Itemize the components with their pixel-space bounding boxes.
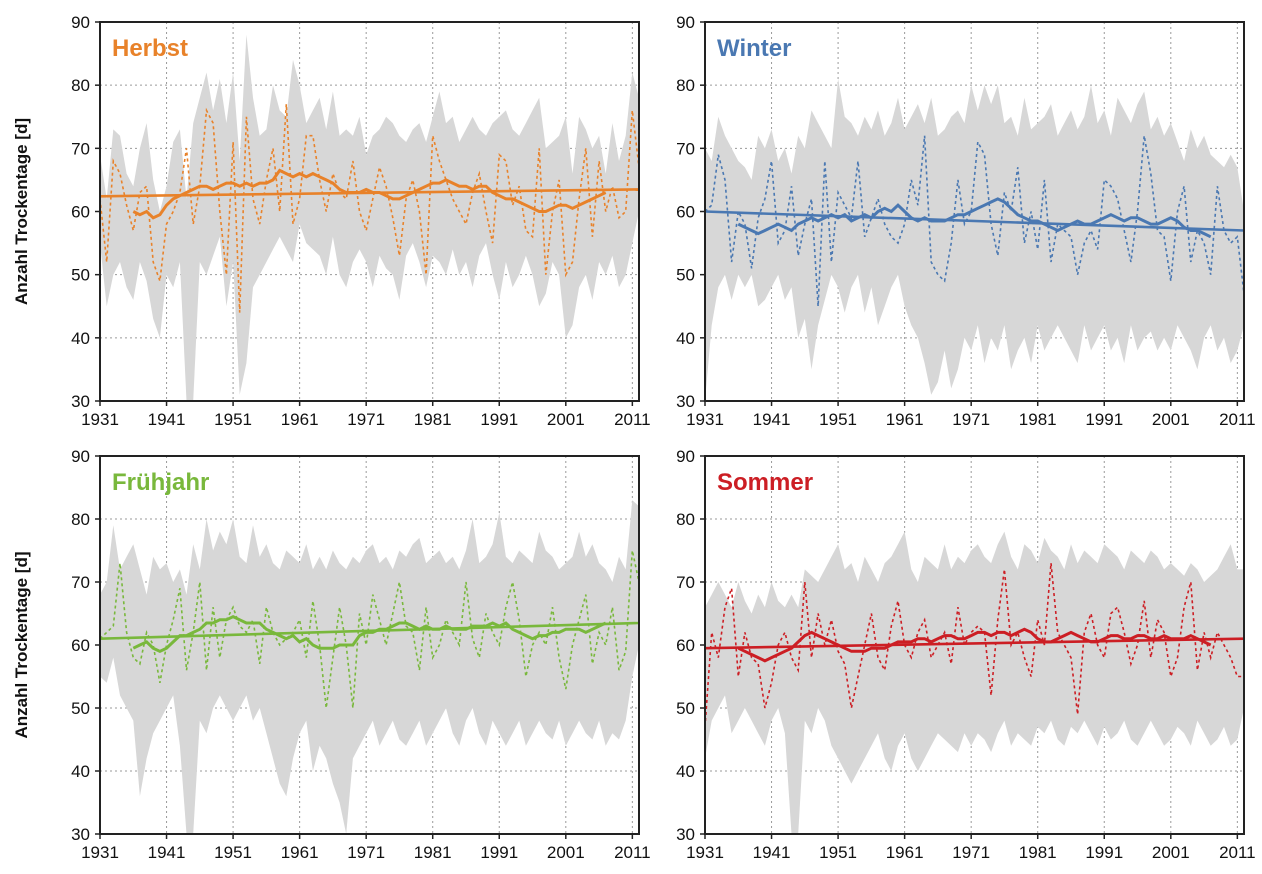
annual-line [705, 563, 1244, 727]
panel-title: Winter [717, 35, 791, 62]
x-tick-label: 1951 [819, 410, 857, 429]
x-tick-label: 2011 [614, 843, 651, 862]
x-tick-label: 1941 [753, 843, 791, 862]
y-tick-label: 50 [676, 699, 695, 718]
plot-content [100, 22, 639, 401]
y-tick-label: 50 [71, 699, 90, 718]
y-tick-label: 80 [676, 76, 695, 95]
panel-fruehjahr: 30 40 50 60 70 80 90 1931 1941 1951 1961 1971 1981 19… [12, 447, 651, 862]
panel-title: Herbst [112, 35, 188, 62]
x-tick-label: 1941 [753, 410, 791, 429]
x-tick-label: 1981 [414, 410, 452, 429]
trend-line [100, 188, 639, 198]
x-tick-label: 1931 [686, 410, 724, 429]
plot-content [705, 22, 1244, 401]
x-tick-label: 2001 [547, 843, 585, 862]
x-tick-label: 1951 [819, 843, 857, 862]
x-tick-label: 1991 [480, 843, 518, 862]
panel-sommer: 30 40 50 60 70 80 90 1931 1941 1951 1961 1971 1981 19… [676, 447, 1256, 862]
y-tick-label: 30 [71, 392, 90, 411]
x-tick-label: 1961 [886, 410, 924, 429]
x-tick-label: 1961 [281, 410, 319, 429]
x-tick-label: 2011 [1219, 410, 1256, 429]
x-tick-label: 1971 [347, 843, 385, 862]
range-band [100, 500, 639, 834]
y-tick-label: 70 [676, 573, 695, 592]
panel-title: Sommer [717, 469, 813, 496]
smoothed-line [737, 197, 1212, 239]
x-tick-label: 1961 [886, 843, 924, 862]
x-tick-label: 2001 [1152, 410, 1190, 429]
x-tick-label: 1951 [214, 410, 252, 429]
x-tick-label: 1931 [81, 410, 119, 429]
y-tick-label: 60 [71, 203, 90, 222]
x-tick-label: 2011 [614, 410, 651, 429]
plot-content [100, 456, 639, 834]
y-tick-label: 80 [71, 510, 90, 529]
x-tick-label: 1991 [480, 410, 518, 429]
x-tick-label: 1951 [214, 843, 252, 862]
y-axis-label: Anzahl Trockentage [d] [12, 551, 31, 738]
y-tick-label: 70 [71, 139, 90, 158]
plot-content [705, 456, 1244, 834]
y-tick-label: 90 [71, 447, 90, 466]
y-tick-label: 90 [71, 13, 90, 32]
annual-line [100, 104, 639, 313]
y-tick-label: 80 [676, 510, 695, 529]
y-axis-label: Anzahl Trockentage [d] [12, 118, 31, 305]
x-tick-label: 1991 [1085, 843, 1123, 862]
range-band [705, 78, 1244, 401]
x-tick-label: 2011 [1219, 843, 1256, 862]
x-tick-label: 1971 [952, 843, 990, 862]
panel-herbst: 30 40 50 60 70 80 90 1931 1941 1951 1961 1971 1981 19… [12, 13, 651, 429]
x-tick-label: 1981 [1019, 843, 1057, 862]
y-tick-label: 30 [676, 392, 695, 411]
panel-winter: 30 40 50 60 70 80 90 1931 1941 1951 1961 1971 1981 19… [676, 13, 1256, 429]
y-tick-label: 60 [676, 636, 695, 655]
y-tick-label: 50 [71, 266, 90, 285]
y-tick-label: 90 [676, 13, 695, 32]
y-tick-label: 70 [71, 573, 90, 592]
y-tick-label: 60 [676, 203, 695, 222]
y-tick-label: 30 [71, 825, 90, 844]
y-tick-label: 50 [676, 266, 695, 285]
y-tick-label: 60 [71, 636, 90, 655]
x-tick-label: 2001 [547, 410, 585, 429]
y-tick-label: 40 [71, 762, 90, 781]
x-tick-label: 1931 [686, 843, 724, 862]
x-tick-label: 1941 [148, 843, 186, 862]
x-tick-label: 2001 [1152, 843, 1190, 862]
trend-line [705, 637, 1244, 650]
x-tick-label: 1981 [414, 843, 452, 862]
y-tick-label: 40 [676, 329, 695, 348]
range-band [705, 531, 1244, 834]
trend-line [705, 210, 1244, 232]
y-tick-label: 90 [676, 447, 695, 466]
smoothed-line [737, 627, 1212, 663]
x-tick-label: 1941 [148, 410, 186, 429]
smoothed-line [132, 168, 607, 220]
x-tick-label: 1971 [347, 410, 385, 429]
y-tick-label: 40 [676, 762, 695, 781]
y-tick-label: 80 [71, 76, 90, 95]
x-tick-label: 1961 [281, 843, 319, 862]
x-tick-label: 1981 [1019, 410, 1057, 429]
y-tick-label: 40 [71, 329, 90, 348]
trend-line [100, 621, 639, 640]
smoothed-line [132, 615, 607, 653]
x-tick-label: 1991 [1085, 410, 1123, 429]
x-tick-label: 1931 [81, 843, 119, 862]
x-tick-label: 1971 [952, 410, 990, 429]
y-tick-label: 70 [676, 139, 695, 158]
y-tick-label: 30 [676, 825, 695, 844]
annual-line [705, 135, 1244, 307]
panel-title: Frühjahr [112, 469, 209, 496]
